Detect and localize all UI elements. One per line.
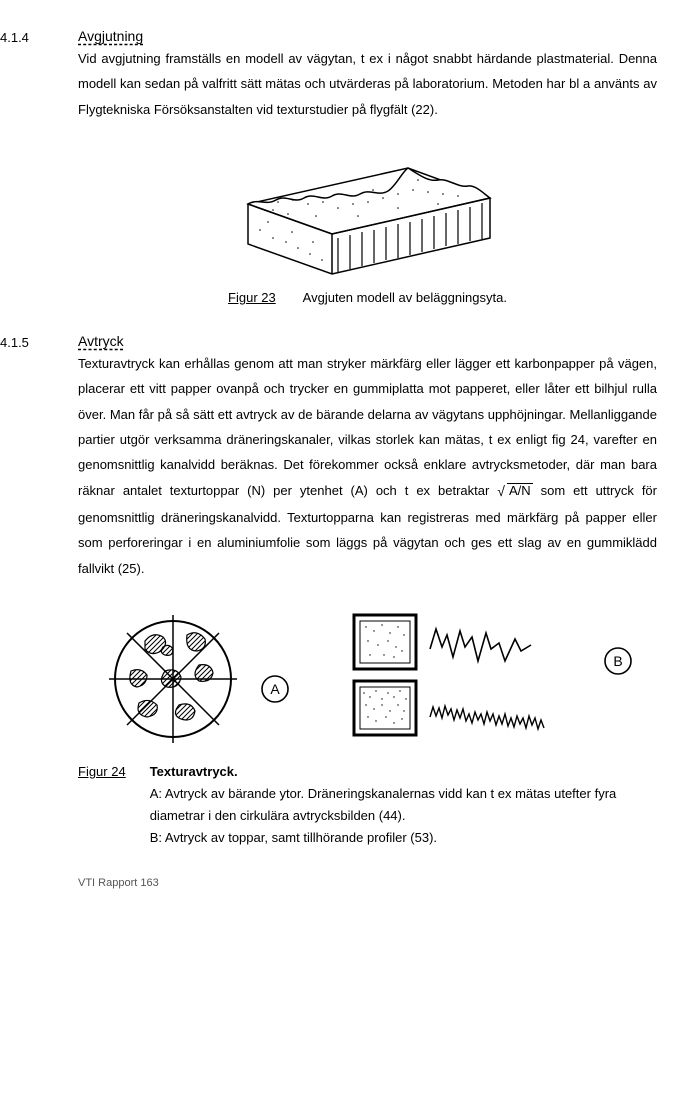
figure-23: Figur 23 Avgjuten modell av beläggningsy…	[78, 130, 657, 305]
figure-23-label: Figur 23	[228, 290, 276, 305]
figure-24-label: Figur 24	[78, 761, 126, 849]
figure-24-a-illustration: A	[95, 601, 305, 751]
sqrt-symbol: √	[497, 483, 505, 499]
section-number: 4.1.4	[0, 28, 56, 45]
figure-23-caption: Figur 23 Avgjuten modell av beläggningsy…	[78, 290, 657, 305]
figure-24-caption-title: Texturavtryck.	[150, 764, 238, 779]
figure-24-caption: Figur 24 Texturavtryck. A: Avtryck av bä…	[78, 761, 657, 849]
section-4-1-4: 4.1.4 Avgjutning Vid avgjutning framstäl…	[0, 28, 657, 122]
figure-24-b-label: B	[613, 653, 622, 669]
figure-24-caption-b: B: Avtryck av toppar, samt tillhörande p…	[150, 827, 657, 849]
section-body: Texturavtryck kan erhållas genom att man…	[78, 351, 657, 581]
section-heading: Avtryck	[78, 333, 657, 351]
body-pre: Texturavtryck kan erhållas genom att man…	[78, 356, 657, 498]
section-heading: Avgjutning	[78, 28, 657, 46]
figure-24: A	[78, 601, 657, 751]
figure-24-b-illustration: B	[340, 601, 640, 751]
figure-24-a-label: A	[271, 681, 281, 697]
page: 4.1.4 Avgjutning Vid avgjutning framstäl…	[0, 0, 687, 913]
section-4-1-5: 4.1.5 Avtryck Texturavtryck kan erhållas…	[0, 333, 657, 581]
footer: VTI Rapport 163	[78, 877, 657, 889]
figure-23-illustration	[218, 130, 518, 280]
section-body: Vid avgjutning framställs en modell av v…	[78, 46, 657, 122]
figure-23-caption-text: Avgjuten modell av beläggningsyta.	[303, 290, 507, 305]
sqrt-content: A/N	[507, 483, 533, 498]
section-number: 4.1.5	[0, 333, 56, 350]
figure-24-caption-a: A: Avtryck av bärande ytor. Dräneringska…	[150, 783, 657, 827]
